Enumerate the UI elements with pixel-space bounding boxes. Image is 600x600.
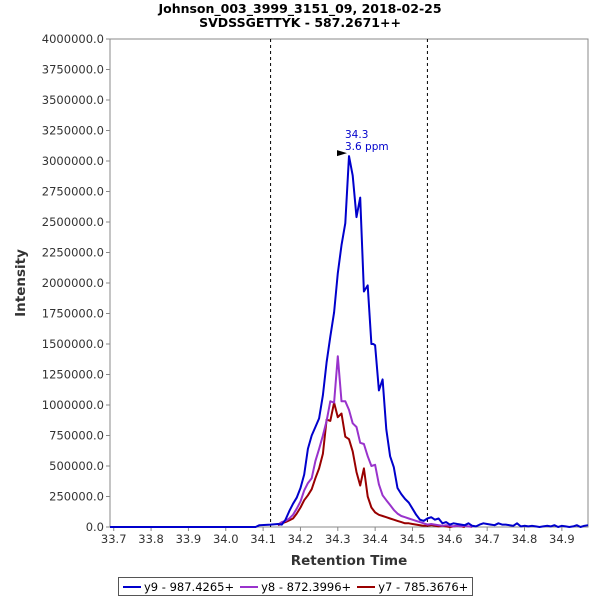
y-axis-label: Intensity — [13, 249, 29, 317]
series-line-y8 — [277, 355, 473, 528]
plot-area — [109, 38, 589, 528]
y-tick-label: 3000000.0 — [42, 154, 104, 168]
x-tick-label: 34.1 — [250, 532, 276, 546]
integration-bounds — [270, 39, 428, 527]
x-tick-label: 34.6 — [437, 532, 463, 546]
x-tick-label: 34.4 — [362, 532, 388, 546]
chart-legend: y9 - 987.4265+ y8 - 872.3996+ y7 - 785.367… — [118, 577, 474, 596]
series-line-y7 — [277, 401, 465, 528]
legend-swatch — [123, 585, 141, 588]
y-tick-label: 3250000.0 — [42, 124, 104, 138]
y-tick-label: 2750000.0 — [42, 185, 104, 199]
x-axis-ticks: 33.7 33.8 33.9 34.0 34.1 34.2 34.3 34.4 34.5 34.6… — [101, 527, 575, 546]
y-tick-label: 750000.0 — [49, 429, 104, 443]
y-tick-label: 2000000.0 — [42, 276, 104, 290]
peak-ppm-label: 3.6 ppm — [345, 141, 389, 153]
chart-title: Johnson_003_3999_3151_09, 2018-02-25 — [157, 1, 441, 17]
x-tick-label: 34.2 — [288, 532, 314, 546]
y-tick-label: 0.0 — [86, 520, 104, 534]
y-tick-label: 250000.0 — [49, 490, 104, 504]
x-tick-label: 34.7 — [474, 532, 500, 546]
legend-item: y8 - 872.3996+ — [240, 580, 351, 594]
x-tick-label: 33.7 — [101, 532, 127, 546]
x-tick-label: 34.3 — [325, 532, 351, 546]
y-tick-label: 3500000.0 — [42, 93, 104, 107]
peak-marker-arrow — [337, 150, 347, 157]
y-tick-label: 2250000.0 — [42, 246, 104, 260]
peak-annotation: 34.33.6 ppm — [337, 129, 389, 157]
y-tick-label: 1500000.0 — [42, 337, 104, 351]
legend-swatch — [240, 585, 259, 588]
legend-label: y7 - 785.3676+ — [378, 579, 469, 594]
x-tick-label: 33.9 — [176, 532, 202, 546]
series-line-y9 — [110, 155, 589, 528]
legend-item: y9 - 987.4265+ — [123, 580, 234, 594]
legend-item: y7 - 785.3676+ — [357, 580, 468, 594]
peak-rt-label: 34.3 — [345, 129, 368, 141]
x-tick-label: 34.0 — [213, 532, 239, 546]
y-tick-label: 1000000.0 — [42, 398, 104, 412]
y-tick-label: 4000000.0 — [42, 32, 104, 46]
x-axis-label: Retention Time — [291, 553, 408, 569]
y-axis-ticks: 0.0 250000.0 500000.0 750000.0 1000000.0 1250… — [42, 32, 110, 534]
x-tick-label: 34.8 — [512, 532, 538, 546]
x-tick-label: 34.9 — [549, 532, 575, 546]
series-lines — [110, 155, 589, 528]
y-tick-label: 2500000.0 — [42, 215, 104, 229]
y-tick-label: 1750000.0 — [42, 307, 104, 321]
y-tick-label: 3750000.0 — [42, 63, 104, 77]
chart-subtitle: SVDSSGETTYK - 587.2671++ — [199, 15, 401, 30]
legend-label: y9 - 987.4265+ — [144, 579, 235, 594]
x-tick-label: 34.5 — [400, 532, 426, 546]
legend-label: y8 - 872.3996+ — [261, 579, 352, 594]
x-tick-label: 33.8 — [138, 532, 164, 546]
y-tick-label: 500000.0 — [49, 459, 104, 473]
legend-swatch — [357, 585, 376, 588]
y-tick-label: 1250000.0 — [42, 368, 104, 382]
